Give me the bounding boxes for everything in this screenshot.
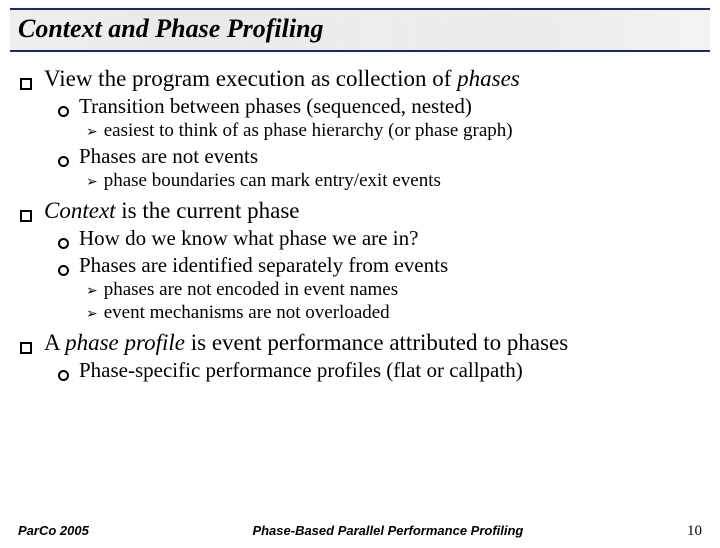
bullet-level1: A phase profile is event performance att…	[20, 330, 700, 356]
square-bullet-icon	[20, 78, 32, 90]
bullet-text: Transition between phases (sequenced, ne…	[79, 94, 472, 119]
arrow-bullet-icon: ➢	[86, 123, 98, 140]
bullet-level2: Phases are identified separately from ev…	[58, 253, 700, 278]
bullet-text: Phases are not events	[79, 144, 258, 169]
bullet-text: Phase-specific performance profiles (fla…	[79, 358, 523, 383]
page-number: 10	[687, 523, 702, 540]
footer-left: ParCo 2005	[18, 523, 89, 538]
bullet-text: phases are not encoded in event names	[104, 279, 398, 301]
bullet-level3: ➢ phases are not encoded in event names	[86, 279, 700, 301]
footer-center: Phase-Based Parallel Performance Profili…	[252, 523, 523, 538]
bullet-level2: Phases are not events	[58, 144, 700, 169]
bullet-text: Phases are identified separately from ev…	[79, 253, 448, 278]
bullet-level3: ➢ event mechanisms are not overloaded	[86, 302, 700, 324]
arrow-bullet-icon: ➢	[86, 305, 98, 322]
footer: ParCo 2005 Phase-Based Parallel Performa…	[0, 523, 720, 540]
bullet-text: How do we know what phase we are in?	[79, 226, 418, 251]
bullet-text: easiest to think of as phase hierarchy (…	[104, 120, 513, 142]
square-bullet-icon	[20, 342, 32, 354]
bullet-level3: ➢ phase boundaries can mark entry/exit e…	[86, 170, 700, 192]
circle-bullet-icon	[58, 156, 69, 167]
bullet-level1: View the program execution as collection…	[20, 66, 700, 92]
arrow-bullet-icon: ➢	[86, 282, 98, 299]
square-bullet-icon	[20, 210, 32, 222]
bullet-text: Context is the current phase	[44, 198, 299, 224]
circle-bullet-icon	[58, 370, 69, 381]
title-bar: Context and Phase Profiling	[10, 8, 710, 52]
bullet-level2: How do we know what phase we are in?	[58, 226, 700, 251]
slide-content: View the program execution as collection…	[0, 52, 720, 383]
bullet-level1: Context is the current phase	[20, 198, 700, 224]
arrow-bullet-icon: ➢	[86, 173, 98, 190]
bullet-text: View the program execution as collection…	[44, 66, 520, 92]
circle-bullet-icon	[58, 265, 69, 276]
bullet-level2: Transition between phases (sequenced, ne…	[58, 94, 700, 119]
slide-title: Context and Phase Profiling	[18, 14, 702, 44]
circle-bullet-icon	[58, 238, 69, 249]
circle-bullet-icon	[58, 106, 69, 117]
bullet-level3: ➢ easiest to think of as phase hierarchy…	[86, 120, 700, 142]
bullet-text: event mechanisms are not overloaded	[104, 302, 390, 324]
bullet-text: phase boundaries can mark entry/exit eve…	[104, 170, 441, 192]
bullet-text: A phase profile is event performance att…	[44, 330, 568, 356]
bullet-level2: Phase-specific performance profiles (fla…	[58, 358, 700, 383]
